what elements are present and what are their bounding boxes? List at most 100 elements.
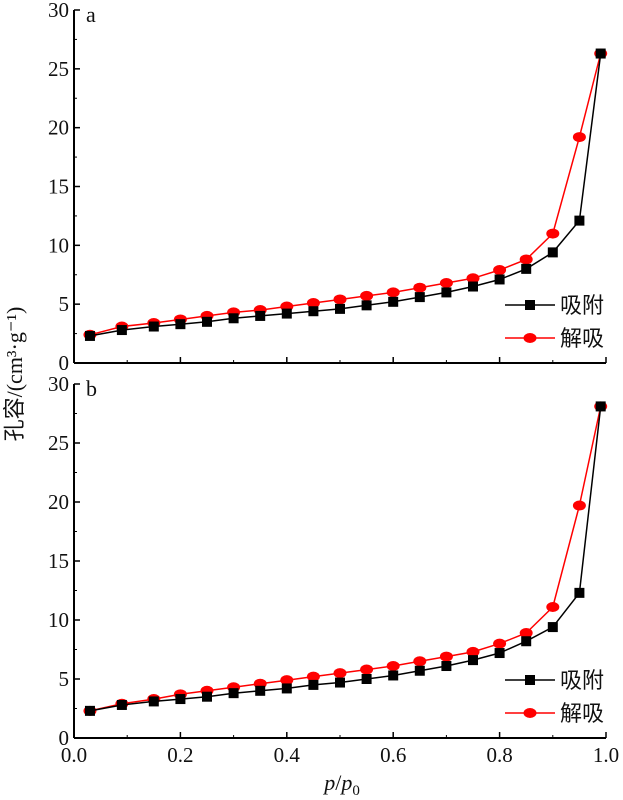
panel-a-adsorption-point bbox=[547, 247, 558, 258]
panel-a-desorption-point bbox=[413, 282, 427, 293]
panel-b-desorption-point bbox=[519, 627, 533, 638]
panel-b-adsorption-point bbox=[84, 705, 95, 716]
x-axis-title: p/p0 bbox=[322, 770, 360, 799]
panel-a-desorption-point bbox=[519, 254, 533, 265]
panel-a-adsorption-point bbox=[228, 313, 239, 324]
legend-label-adsorption: 吸附 bbox=[560, 668, 604, 693]
panel-b-desorption-point bbox=[360, 664, 374, 675]
panel-a-y-tick-label: 0 bbox=[59, 351, 70, 375]
panel-b-adsorption-point bbox=[335, 677, 345, 688]
panel-a-y-tick-label: 5 bbox=[59, 292, 70, 316]
panel-a-y-tick-label: 20 bbox=[48, 116, 69, 140]
x-axis-title-slash: / bbox=[335, 770, 342, 795]
panel-b-adsorption-point bbox=[494, 648, 505, 659]
panel-a-adsorption-point bbox=[414, 292, 425, 303]
panel-a-adsorption-point bbox=[308, 306, 319, 317]
panel-a-adsorption-point bbox=[116, 325, 127, 336]
panel-b-desorption-point bbox=[413, 656, 427, 667]
legend-marker-desorption bbox=[523, 333, 537, 343]
panel-b-series-line-adsorption bbox=[89, 406, 602, 712]
panel-a-adsorption-point bbox=[574, 215, 585, 226]
x-tick-label: 0.2 bbox=[167, 743, 193, 767]
panel-b-desorption-point bbox=[546, 602, 560, 613]
legend-label-desorption: 解吸 bbox=[560, 326, 604, 351]
legend-label-adsorption: 吸附 bbox=[560, 293, 604, 318]
panel-a-y-tick-label: 10 bbox=[48, 233, 69, 257]
panel-a-desorption-point bbox=[333, 294, 347, 305]
x-axis-title-subscript: 0 bbox=[352, 783, 360, 799]
panel-b-adsorption-point bbox=[202, 691, 212, 702]
legend-label-desorption: 解吸 bbox=[560, 701, 604, 726]
panel-b-adsorption-point bbox=[388, 670, 399, 681]
panel-a-adsorption-point bbox=[175, 319, 186, 330]
panel-a-desorption-point bbox=[386, 287, 400, 298]
panel-b-y-tick-label: 15 bbox=[48, 549, 69, 573]
panel-b-y-tick-label: 30 bbox=[48, 372, 69, 396]
panel-b-adsorption-point bbox=[361, 674, 372, 684]
panel-b-desorption-point bbox=[439, 651, 453, 662]
legend-marker-adsorption bbox=[525, 675, 535, 685]
panel-b-desorption-point bbox=[386, 661, 400, 672]
panel-b-y-tick-label: 0 bbox=[59, 726, 70, 750]
panel-label-b: b bbox=[86, 376, 97, 401]
panel-b-adsorption-point bbox=[595, 401, 606, 412]
panel-a-desorption-point bbox=[306, 297, 320, 308]
panel-b-adsorption-point bbox=[175, 694, 186, 705]
panel-a-desorption-point bbox=[360, 290, 374, 301]
panel-a-y-tick-label: 30 bbox=[48, 0, 69, 22]
x-axis-title-p: p bbox=[322, 770, 335, 795]
panel-a-series-line-adsorption bbox=[89, 53, 602, 337]
panel-b-adsorption-point bbox=[547, 622, 558, 633]
x-tick-label: 0.4 bbox=[274, 743, 301, 767]
panel-a-desorption-point bbox=[572, 132, 586, 143]
panel-b-adsorption-point bbox=[414, 665, 425, 676]
panel-a-adsorption-point bbox=[494, 274, 505, 285]
panel-b-desorption-point bbox=[493, 638, 507, 649]
panel-b-adsorption-point bbox=[255, 685, 266, 696]
panel-b-adsorption-point bbox=[228, 688, 239, 699]
panel-a-adsorption-point bbox=[361, 300, 372, 311]
panel-b-y-tick-label: 5 bbox=[59, 667, 70, 691]
panel-a-adsorption-point bbox=[281, 308, 292, 319]
panel-b-adsorption-point bbox=[148, 696, 159, 707]
panel-a-adsorption-point bbox=[521, 263, 532, 274]
panel-b-desorption-point bbox=[572, 500, 586, 511]
panel-b-y-tick-label: 20 bbox=[48, 490, 69, 514]
panel-b-desorption-point bbox=[333, 668, 347, 679]
panel-b-desorption-point bbox=[306, 671, 320, 682]
panel-a-adsorption-point bbox=[255, 310, 266, 321]
panel-a-adsorption-point bbox=[595, 48, 606, 59]
panel-a-y-tick-label: 25 bbox=[48, 57, 69, 81]
panel-b-series-line-desorption bbox=[89, 406, 602, 712]
panel-b-adsorption-point bbox=[521, 636, 532, 647]
panel-label-a: a bbox=[86, 2, 96, 27]
panel-b-y-tick-label: 10 bbox=[48, 608, 69, 632]
panel-a-adsorption-point bbox=[335, 303, 345, 314]
panel-b-adsorption-point bbox=[281, 683, 292, 694]
x-tick-label: 0.0 bbox=[61, 743, 87, 767]
panel-a-adsorption-point bbox=[468, 281, 478, 292]
y-axis-title: 孔容/(cm³·g⁻¹) bbox=[2, 307, 27, 442]
panel-a-adsorption-point bbox=[388, 296, 399, 307]
panel-a-y-tick-label: 15 bbox=[48, 175, 69, 199]
panel-a-desorption-point bbox=[546, 228, 560, 239]
panel-a-adsorption-point bbox=[202, 316, 212, 327]
panel-b-adsorption-point bbox=[468, 655, 478, 666]
panel-b-adsorption-point bbox=[116, 699, 127, 710]
panel-a-desorption-point bbox=[439, 277, 453, 288]
panel-b-desorption-point bbox=[280, 675, 294, 686]
panel-a-desorption-point bbox=[466, 273, 480, 284]
panel-b-adsorption-point bbox=[441, 661, 452, 672]
panel-b-desorption-point bbox=[466, 646, 480, 657]
panel-b-adsorption-point bbox=[574, 587, 585, 598]
legend-marker-desorption bbox=[523, 708, 537, 718]
x-tick-label: 0.8 bbox=[486, 743, 512, 767]
panel-a-adsorption-point bbox=[148, 321, 159, 332]
panel-a-series-line-desorption bbox=[89, 53, 602, 336]
legend-marker-adsorption bbox=[525, 300, 535, 310]
